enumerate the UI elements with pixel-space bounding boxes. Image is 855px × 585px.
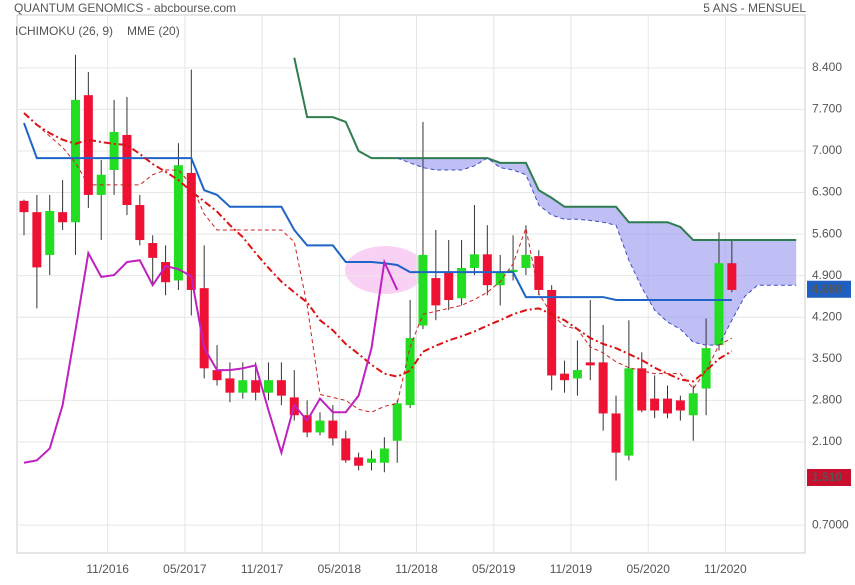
candle-body [276, 380, 286, 396]
series-line [36, 124, 733, 413]
candle-body [173, 165, 183, 281]
series-line [397, 157, 797, 346]
candle-body [212, 370, 222, 381]
candle-body [495, 272, 505, 286]
candle-body [547, 289, 557, 376]
x-tick-label: 05/2020 [626, 562, 670, 576]
candle-body [392, 403, 402, 441]
candle-body [727, 263, 737, 290]
candle-body [508, 269, 518, 273]
y-tick-label: 6.300 [812, 185, 842, 199]
candle-body [521, 254, 531, 268]
candle-body [199, 288, 209, 369]
candle-body [328, 420, 338, 439]
legend-entry: MME (20) [127, 24, 180, 38]
candle-body [315, 420, 325, 433]
candle-body [186, 172, 196, 290]
series-line [23, 122, 732, 302]
y-tick-label: 0.7000 [812, 517, 849, 531]
chart-subtitle: 5 ANS - MENSUEL [703, 1, 806, 15]
chart-title: QUANTUM GENOMICS - abcbourse.com [14, 1, 236, 15]
candle-body [663, 398, 672, 414]
candle-body [354, 457, 364, 466]
candle-body [469, 254, 479, 268]
candle-body [624, 368, 634, 456]
y-tick-label: 5.600 [812, 226, 842, 240]
candle-body [366, 458, 376, 463]
cloud [397, 158, 797, 346]
y-tick-label: 7.000 [812, 143, 842, 157]
x-tick-label: 05/2018 [318, 562, 362, 576]
series-line [23, 250, 399, 464]
candle-body [534, 256, 544, 290]
candle-body [637, 368, 647, 411]
candle-body [341, 438, 351, 461]
candle-body [418, 254, 428, 326]
candle-body [585, 362, 595, 366]
candle-body [701, 348, 711, 389]
candle-body [58, 212, 68, 223]
series-line [293, 57, 797, 242]
candle-body [83, 95, 93, 195]
candle-body [32, 212, 42, 268]
candle-body [650, 398, 660, 411]
candle-body [264, 380, 274, 393]
candle-body [19, 200, 29, 213]
x-tick-label: 11/2018 [395, 562, 438, 576]
x-tick-label: 11/2016 [86, 562, 129, 576]
x-tick-label: 11/2020 [704, 562, 747, 576]
legend-entry: ICHIMOKU (26, 9) [15, 24, 113, 38]
candle-body [444, 272, 454, 301]
price-badge [807, 280, 851, 298]
candle-body [379, 448, 389, 463]
x-tick-label: 11/2017 [241, 562, 284, 576]
highlight [345, 246, 425, 294]
y-tick-label: 8.400 [812, 60, 842, 74]
candle-body [688, 393, 698, 416]
candle-body [70, 99, 80, 223]
y-tick-label: 4.900 [812, 268, 842, 282]
candle-body [135, 205, 145, 241]
candle-body [122, 134, 132, 206]
price-badge-label: 1.510 [812, 470, 842, 484]
candle-body [714, 263, 724, 346]
candle-body [431, 278, 441, 306]
candle-body [611, 413, 621, 453]
candle-body [572, 370, 582, 379]
y-tick-label: 3.500 [812, 351, 842, 365]
y-tick-label: 2.100 [812, 434, 842, 448]
candle-body [302, 415, 312, 433]
candle-body [148, 243, 158, 258]
series-line [23, 112, 733, 383]
candle-body [45, 210, 55, 255]
price-badge [807, 468, 851, 486]
price-badge-label: 4.680 [812, 282, 842, 296]
candle-body [225, 378, 235, 393]
candle-body [675, 400, 685, 411]
x-tick-label: 05/2017 [163, 562, 207, 576]
y-tick-label: 2.800 [812, 393, 842, 407]
candle-body [482, 254, 492, 286]
candle-body [238, 380, 248, 393]
candle-body [560, 373, 570, 381]
candle-body [457, 267, 467, 299]
candle-body [161, 262, 171, 283]
candle-body [109, 131, 119, 170]
candle-body [598, 362, 608, 414]
y-tick-label: 4.200 [812, 309, 842, 323]
candle-body [251, 380, 261, 393]
x-tick-label: 11/2019 [550, 562, 593, 576]
x-tick-label: 05/2019 [472, 562, 516, 576]
y-tick-label: 7.700 [812, 102, 842, 116]
